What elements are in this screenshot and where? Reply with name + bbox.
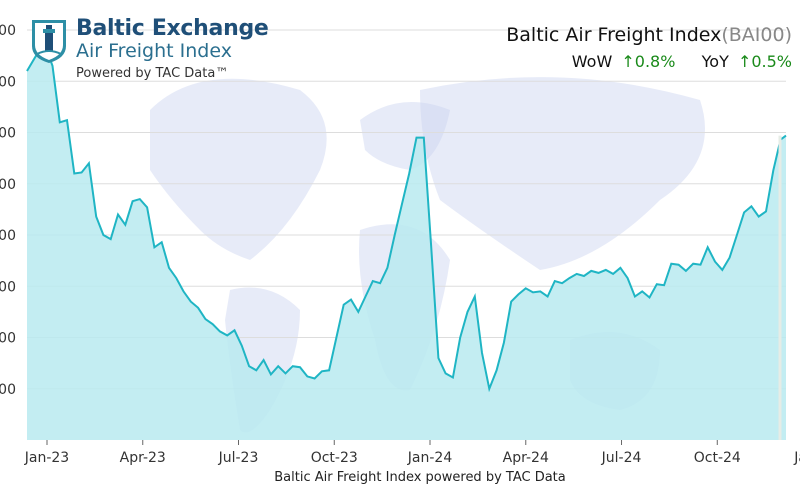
brand-logo: Baltic Exchange Air Freight Index Powere… — [30, 18, 269, 80]
y-tick-label: 000 — [0, 382, 16, 398]
chart-title: Baltic Air Freight Index(BAI00) — [506, 24, 792, 46]
x-tick-label: Jan-23 — [24, 450, 69, 466]
map-landmass-2 — [360, 102, 450, 170]
y-tick-label: 000 — [0, 279, 16, 295]
chart-caption: Baltic Air Freight Index powered by TAC … — [274, 470, 566, 485]
x-tick-label: Jan — [793, 450, 800, 466]
brand-powered-by: Powered by TAC Data™ — [76, 66, 229, 81]
y-tick-label: 000 — [0, 74, 16, 90]
wow-label: WoW — [571, 52, 613, 71]
brand-name: Baltic Exchange — [76, 16, 269, 41]
x-tick-label: Jan-24 — [407, 450, 453, 466]
x-tick-label: Oct-24 — [694, 450, 741, 466]
yoy-change: ↑0.5% — [738, 52, 792, 71]
y-tick-label: 000 — [0, 177, 16, 193]
chart-title-text: Baltic Air Freight Index — [506, 24, 722, 46]
y-tick-label: 000 — [0, 126, 16, 142]
map-landmass-4 — [420, 77, 705, 270]
y-tick-label: 000 — [0, 331, 16, 347]
lighthouse-shield-icon — [32, 20, 66, 63]
wow-change: ↑0.8% — [621, 52, 675, 71]
series-area-fill — [27, 45, 786, 441]
y-tick-label: 000 — [0, 23, 16, 39]
x-tick-label: Jul-24 — [601, 450, 642, 466]
x-tick-label: Oct-23 — [311, 450, 358, 466]
x-tick-label: Apr-24 — [503, 450, 549, 466]
map-landmass-0 — [150, 78, 327, 260]
y-tick-label: 000 — [0, 228, 16, 244]
brand-text: Baltic Exchange Air Freight Index Powere… — [76, 16, 269, 81]
series-line — [26, 43, 787, 393]
x-axis-ticks: Jan-23 Apr-23 Jul-23 Oct-23 Jan-24 Apr-24 Jul-… — [24, 440, 800, 466]
x-tick-label: Jul-23 — [218, 450, 259, 466]
wow-value: 0.8% — [634, 52, 676, 71]
chart-header: Baltic Air Freight Index(BAI00) WoW ↑0.8… — [506, 24, 792, 71]
up-arrow-icon: ↑ — [737, 52, 752, 71]
yoy-label: YoY — [701, 52, 729, 71]
change-stats: WoW ↑0.8% YoY ↑0.5% — [506, 52, 792, 71]
yoy-value: 0.5% — [751, 52, 792, 71]
brand-subtitle: Air Freight Index — [76, 40, 232, 62]
y-axis-ticks: 000 000 000 000 000 000 000 000 — [0, 23, 16, 398]
index-code: (BAI00) — [721, 24, 792, 46]
x-tick-label: Apr-23 — [120, 450, 166, 466]
up-arrow-icon: ↑ — [621, 52, 635, 71]
